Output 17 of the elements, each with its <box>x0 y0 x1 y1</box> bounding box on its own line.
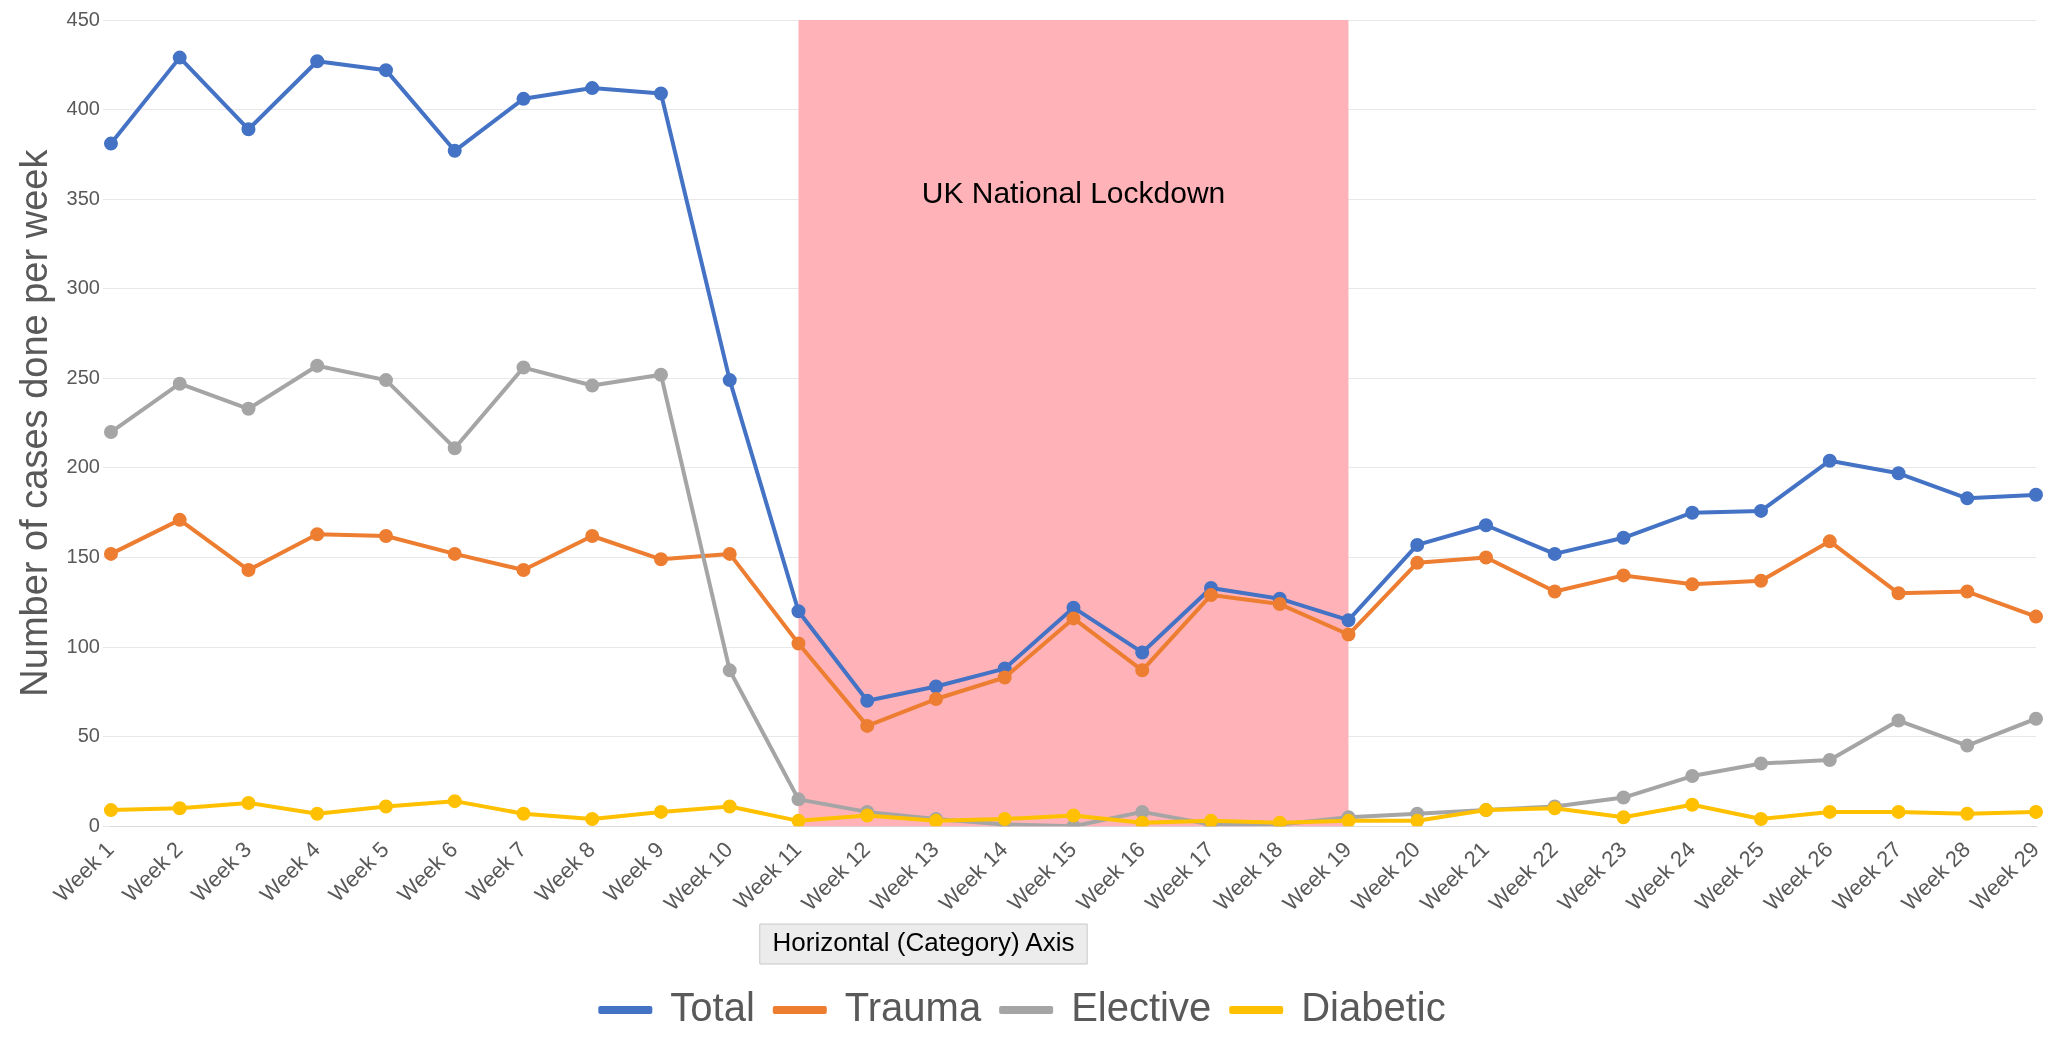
legend-label: Elective <box>1071 985 1212 1030</box>
y-tick-label: 100 <box>66 634 100 657</box>
y-tick-label: 400 <box>66 97 100 120</box>
y-tick-label: 200 <box>66 455 100 478</box>
text: Horizontal (Category) Axis <box>772 927 1075 958</box>
y-tick-label: 450 <box>66 7 100 30</box>
band-label: UK National Lockdown <box>921 176 1226 210</box>
y-axis-title: Number of cases done per week <box>13 148 56 697</box>
y-tick-label: 50 <box>77 724 100 747</box>
y-tick-label: 0 <box>88 813 100 836</box>
y-tick-label: 300 <box>66 276 100 299</box>
y-tick-label: 250 <box>66 365 100 388</box>
y-tick-label: 350 <box>66 186 100 209</box>
legend-label: Trauma <box>844 985 982 1030</box>
legend-label: Diabetic <box>1301 985 1446 1030</box>
y-tick-label: 150 <box>66 545 100 567</box>
legend-label: Total <box>670 985 755 1030</box>
